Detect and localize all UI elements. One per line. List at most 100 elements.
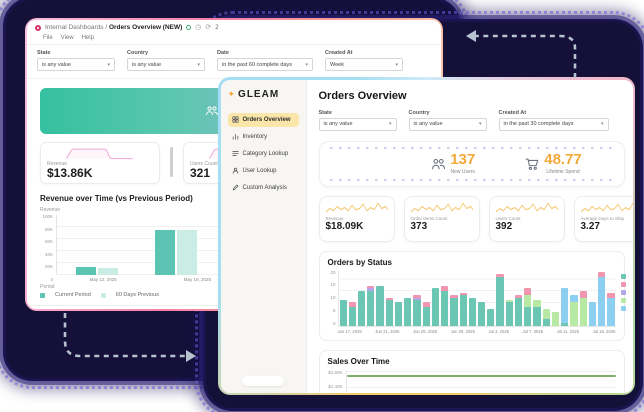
stacked-bar[interactable]	[598, 271, 606, 326]
stacked-bar[interactable]	[607, 292, 615, 326]
filter-label: State	[318, 109, 332, 116]
clock-icon[interactable]: ◷	[195, 24, 202, 31]
y-axis: 20 15 10 5 0	[328, 269, 338, 327]
sidebar-item-custom-analysis[interactable]: Custom Analysis	[228, 181, 299, 195]
sidebar-item-inventory[interactable]: Inventory	[228, 130, 299, 144]
filter-select[interactable]: is any value ▾	[127, 58, 205, 71]
metric-value: $18.09K	[325, 220, 364, 232]
bar-segment-teal	[404, 297, 412, 326]
filter-select[interactable]: in the past 30 complete days ▾	[498, 117, 609, 131]
sales-over-time-panel[interactable]: Sales Over Time $1.60K$1.40K$1.20K	[318, 349, 625, 393]
sidebar-item-label: User Lookup	[242, 167, 277, 174]
stacked-bar[interactable]	[505, 299, 513, 326]
stacked-bar[interactable]	[367, 285, 375, 326]
filter-select[interactable]: in the past 60 complete days ▾	[217, 58, 313, 71]
stacked-bar[interactable]	[394, 302, 403, 326]
filter-state: State is any value ▾	[37, 50, 115, 71]
stacked-bar[interactable]	[357, 290, 366, 326]
stacked-bar[interactable]	[542, 309, 550, 326]
chevron-down-icon: ▾	[478, 121, 482, 127]
sidebar-footer-pill[interactable]	[242, 375, 284, 386]
refresh-icon[interactable]: ⟳	[205, 24, 212, 31]
filter-select[interactable]: Week ▾	[325, 58, 403, 71]
stacked-bar[interactable]	[431, 288, 440, 326]
stacked-bar[interactable]	[561, 288, 569, 326]
bar-segment-blue	[598, 276, 606, 326]
bar-segment-teal	[524, 306, 532, 326]
card-scrollbar[interactable]	[170, 147, 173, 177]
menu-help[interactable]: Help	[81, 35, 94, 41]
filter-value: Week	[330, 61, 344, 68]
menu-bar: File View Help	[27, 35, 441, 45]
stacked-bar[interactable]	[441, 285, 449, 326]
metric-card-revenue[interactable]: Revenue $13.86K	[40, 142, 160, 184]
y-tick: 20	[330, 269, 336, 275]
bar-previous-period[interactable]	[177, 230, 198, 275]
filter-select[interactable]: is any value ▾	[318, 117, 397, 131]
stacked-bar[interactable]	[422, 302, 430, 326]
stacked-bar[interactable]	[579, 290, 587, 326]
sidebar-item-orders-overview[interactable]: Orders Overview	[227, 112, 299, 127]
filter-select[interactable]: is any value ▾	[37, 58, 115, 71]
bar-previous-period[interactable]	[97, 268, 118, 275]
bar-segment-green	[551, 311, 560, 326]
stacked-bar[interactable]	[570, 295, 578, 326]
y-tick: 20K	[44, 264, 53, 269]
bar-segment-green	[524, 295, 532, 307]
stacked-bar[interactable]	[514, 295, 523, 326]
stacked-bar[interactable]	[459, 292, 467, 326]
metric-value: 392	[495, 220, 513, 232]
stacked-bar[interactable]	[339, 299, 347, 326]
y-tick: $1.60K	[328, 369, 343, 375]
bar-current-period[interactable]	[75, 267, 96, 275]
cart-icon	[525, 158, 539, 170]
filter-date: Date in the past 60 complete days ▾	[217, 50, 313, 71]
bar-segment-teal	[450, 297, 458, 326]
bar-segment-teal	[441, 290, 449, 326]
metric-card-users-count[interactable]: Users Count 392	[488, 195, 565, 242]
breadcrumb[interactable]: Internal Dashboards / Orders Overview (N…	[45, 24, 183, 31]
stacked-bar[interactable]	[588, 302, 597, 326]
bar-segment-teal	[413, 299, 421, 326]
stacked-bar[interactable]	[385, 297, 393, 326]
stacked-bar[interactable]	[496, 274, 504, 326]
y-tick: 80K	[44, 226, 53, 232]
stacked-bar[interactable]	[348, 302, 356, 326]
stacked-bar[interactable]	[413, 295, 421, 326]
bar-segment-blue	[570, 295, 578, 303]
sidebar-nav: Orders Overview Inventory Category Lookup U…	[227, 112, 299, 195]
sidebar-item-user-lookup[interactable]: User Lookup	[228, 164, 299, 178]
legend-swatch-pink	[620, 281, 626, 287]
bar-current-period[interactable]	[155, 230, 176, 275]
stacked-bar[interactable]	[524, 288, 532, 326]
orders-by-status-panel[interactable]: Orders by Status 20 15 10 5 0 Jun 17, 2025 Ju…	[318, 250, 626, 341]
gleam-logo[interactable]: ✦ GLEAM	[228, 89, 299, 100]
metric-card-average-days-to-ship[interactable]: Average Days to Ship 3.27	[573, 195, 633, 242]
bar-segment-pink	[348, 302, 356, 307]
x-axis-labels: Jun 17, 2025 Jun 21, 2025 Jun 25, 2025 Jun …	[328, 329, 616, 334]
stacked-bar[interactable]	[478, 302, 486, 326]
bar-segment-pink	[422, 302, 430, 307]
stacked-bar[interactable]	[551, 311, 560, 326]
stacked-bar[interactable]	[487, 309, 495, 326]
legend-label: 60 Days Previous	[115, 292, 159, 298]
bar-segment-teal	[514, 297, 523, 326]
menu-view[interactable]: View	[60, 35, 74, 41]
menu-file[interactable]: File	[43, 35, 53, 41]
bar-segment-teal	[357, 290, 366, 326]
stacked-bar[interactable]	[404, 297, 412, 326]
metric-card-order-items-count[interactable]: Order Items Count 373	[403, 195, 480, 242]
stacked-bar[interactable]	[450, 295, 458, 326]
bar-segment-pink	[441, 285, 449, 291]
metric-label: Revenue	[325, 215, 344, 221]
metric-card-revenue[interactable]: Revenue $18.09K	[318, 195, 395, 242]
sidebar-item-category-lookup[interactable]: Category Lookup	[228, 147, 299, 161]
stacked-bar[interactable]	[533, 299, 541, 326]
stacked-bar[interactable]	[468, 297, 477, 326]
sidebar-item-label: Category Lookup	[242, 150, 289, 157]
filter-value: is any value	[132, 61, 162, 68]
filter-select[interactable]: is any value ▾	[408, 117, 487, 131]
legend-swatch-green	[620, 297, 626, 303]
stacked-bar[interactable]	[376, 285, 384, 326]
legend-swatch-purple	[620, 289, 626, 295]
